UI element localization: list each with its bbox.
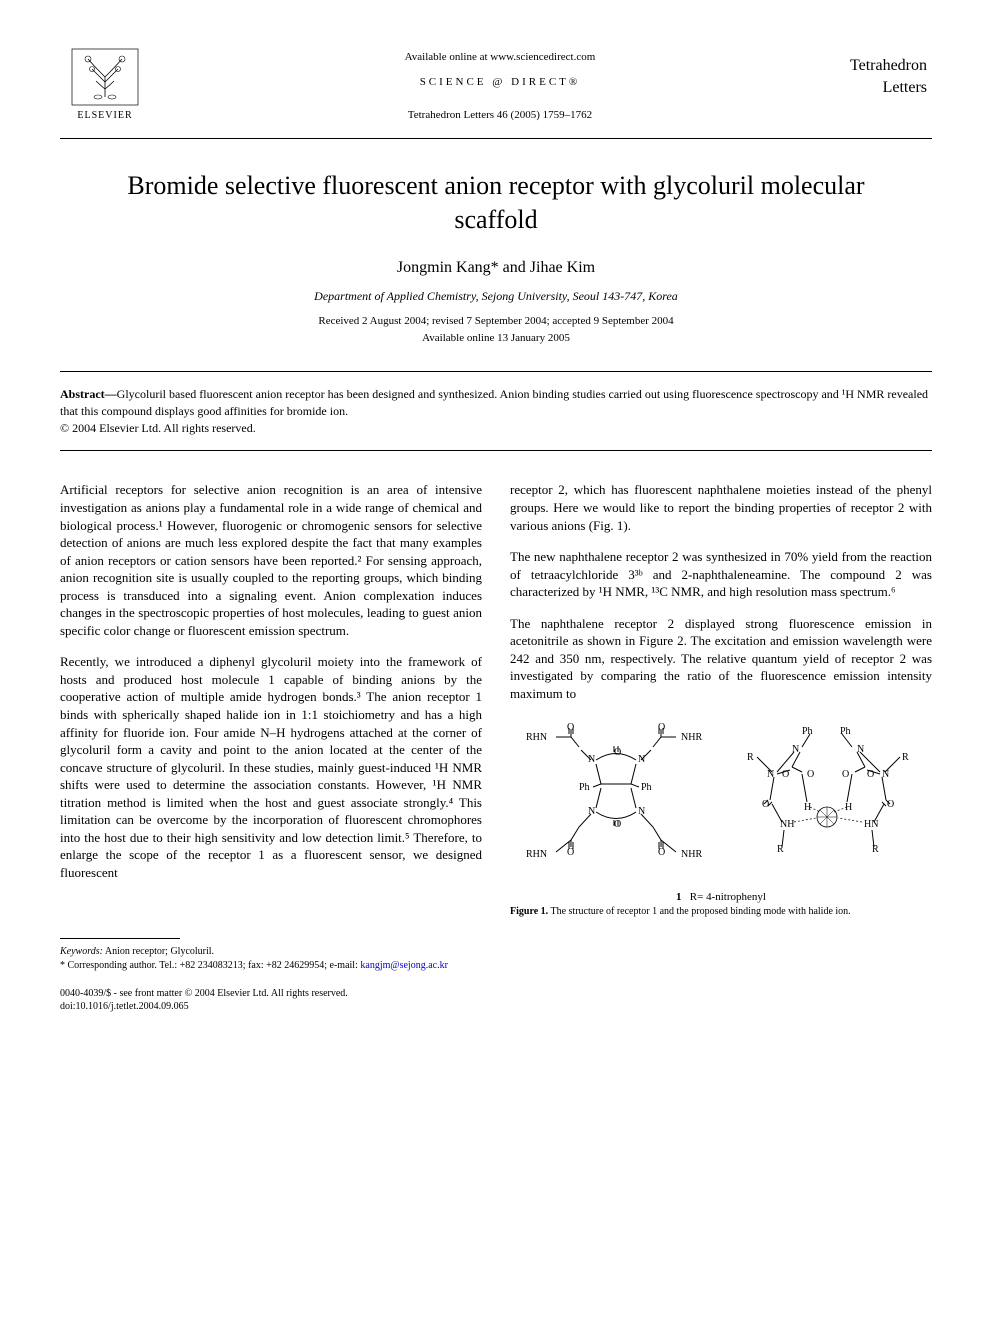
sciencedirect-logo: SCIENCE @ DIRECT® <box>150 75 850 90</box>
svg-text:RHN: RHN <box>526 732 547 743</box>
svg-text:NHR: NHR <box>681 732 702 743</box>
abstract-label: Abstract— <box>60 387 117 401</box>
article-title: Bromide selective fluorescent anion rece… <box>120 169 872 237</box>
journal-name-line1: Tetrahedron <box>850 55 927 77</box>
figure-1-caption: Figure 1. The structure of receptor 1 an… <box>510 905 932 918</box>
svg-text:O: O <box>807 769 814 780</box>
abstract-text: Abstract—Glycoluril based fluorescent an… <box>60 380 932 442</box>
bottom-matter: 0040-4039/$ - see front matter © 2004 El… <box>60 987 932 1013</box>
left-column: Artificial receptors for selective anion… <box>60 481 482 918</box>
body-columns: Artificial receptors for selective anion… <box>60 481 932 918</box>
abstract-copyright: © 2004 Elsevier Ltd. All rights reserved… <box>60 421 256 435</box>
abstract-rule-top <box>60 371 932 372</box>
corresponding-email[interactable]: kangjm@sejong.ac.kr <box>360 960 448 971</box>
keywords-text: Anion receptor; Glycoluril. <box>103 946 214 957</box>
svg-text:R: R <box>777 844 784 855</box>
elsevier-tree-icon <box>70 47 140 107</box>
journal-name-line2: Letters <box>850 77 927 99</box>
body-para-1: Artificial receptors for selective anion… <box>60 481 482 639</box>
figure-1: RHN NHR O O N N O <box>510 722 932 918</box>
header-center: Available online at www.sciencedirect.co… <box>150 40 850 123</box>
svg-text:O: O <box>762 799 769 810</box>
svg-text:NHR: NHR <box>681 849 702 860</box>
available-online-text: Available online at www.sciencedirect.co… <box>150 50 850 65</box>
received-dates: Received 2 August 2004; revised 7 Septem… <box>60 314 932 329</box>
compound-1-label: 1 R= 4-nitrophenyl <box>510 890 932 905</box>
body-para-5: The naphthalene receptor 2 displayed str… <box>510 615 932 703</box>
svg-text:R: R <box>902 752 909 763</box>
authors: Jongmin Kang* and Jihae Kim <box>60 257 932 279</box>
right-column: receptor 2, which has fluorescent naphth… <box>510 481 932 918</box>
front-matter-line: 0040-4039/$ - see front matter © 2004 El… <box>60 987 932 1000</box>
journal-reference: Tetrahedron Letters 46 (2005) 1759–1762 <box>150 108 850 123</box>
body-para-2: Recently, we introduced a diphenyl glyco… <box>60 653 482 881</box>
body-para-4: The new naphthalene receptor 2 was synth… <box>510 548 932 601</box>
svg-text:R: R <box>747 752 754 763</box>
svg-text:O: O <box>887 799 894 810</box>
affiliation: Department of Applied Chemistry, Sejong … <box>60 288 932 304</box>
footnotes: Keywords: Anion receptor; Glycoluril. * … <box>60 945 932 973</box>
body-para-3: receptor 2, which has fluorescent naphth… <box>510 481 932 534</box>
svg-text:Ph: Ph <box>840 726 851 737</box>
keywords-line: Keywords: Anion receptor; Glycoluril. <box>60 945 932 959</box>
structure-2-svg: Ph Ph N N R R N N O O <box>732 722 922 882</box>
svg-text:N: N <box>882 769 889 780</box>
svg-text:N: N <box>588 754 595 765</box>
figure-1-caption-label: Figure 1. <box>510 906 548 917</box>
footnote-separator <box>60 938 180 939</box>
doi-line: doi:10.1016/j.tetlet.2004.09.065 <box>60 1000 932 1013</box>
available-online-date: Available online 13 January 2005 <box>60 331 932 346</box>
svg-text:Ph: Ph <box>579 782 590 793</box>
elsevier-logo: ELSEVIER <box>60 40 150 130</box>
elsevier-label: ELSEVIER <box>77 109 132 123</box>
structure-1-svg: RHN NHR O O N N O <box>521 722 711 882</box>
svg-text:O: O <box>842 769 849 780</box>
page-header: ELSEVIER Available online at www.science… <box>60 40 932 130</box>
abstract-rule-bottom <box>60 450 932 451</box>
abstract-body: Glycoluril based fluorescent anion recep… <box>60 387 928 418</box>
corresponding-author-line: * Corresponding author. Tel.: +82 234083… <box>60 959 932 973</box>
svg-text:Ph: Ph <box>641 782 652 793</box>
abstract-block: Abstract—Glycoluril based fluorescent an… <box>60 371 932 451</box>
figure-1-caption-text: The structure of receptor 1 and the prop… <box>548 906 851 917</box>
svg-text:Ph: Ph <box>802 726 813 737</box>
svg-text:H: H <box>804 802 811 813</box>
corresponding-text: * Corresponding author. Tel.: +82 234083… <box>60 960 360 971</box>
svg-text:HN: HN <box>864 819 878 830</box>
svg-text:R: R <box>872 844 879 855</box>
svg-text:RHN: RHN <box>526 849 547 860</box>
journal-name: Tetrahedron Letters <box>850 40 932 98</box>
figure-1-structures: RHN NHR O O N N O <box>510 722 932 882</box>
svg-text:NH: NH <box>780 819 794 830</box>
keywords-label: Keywords: <box>60 946 103 957</box>
header-rule <box>60 138 932 139</box>
